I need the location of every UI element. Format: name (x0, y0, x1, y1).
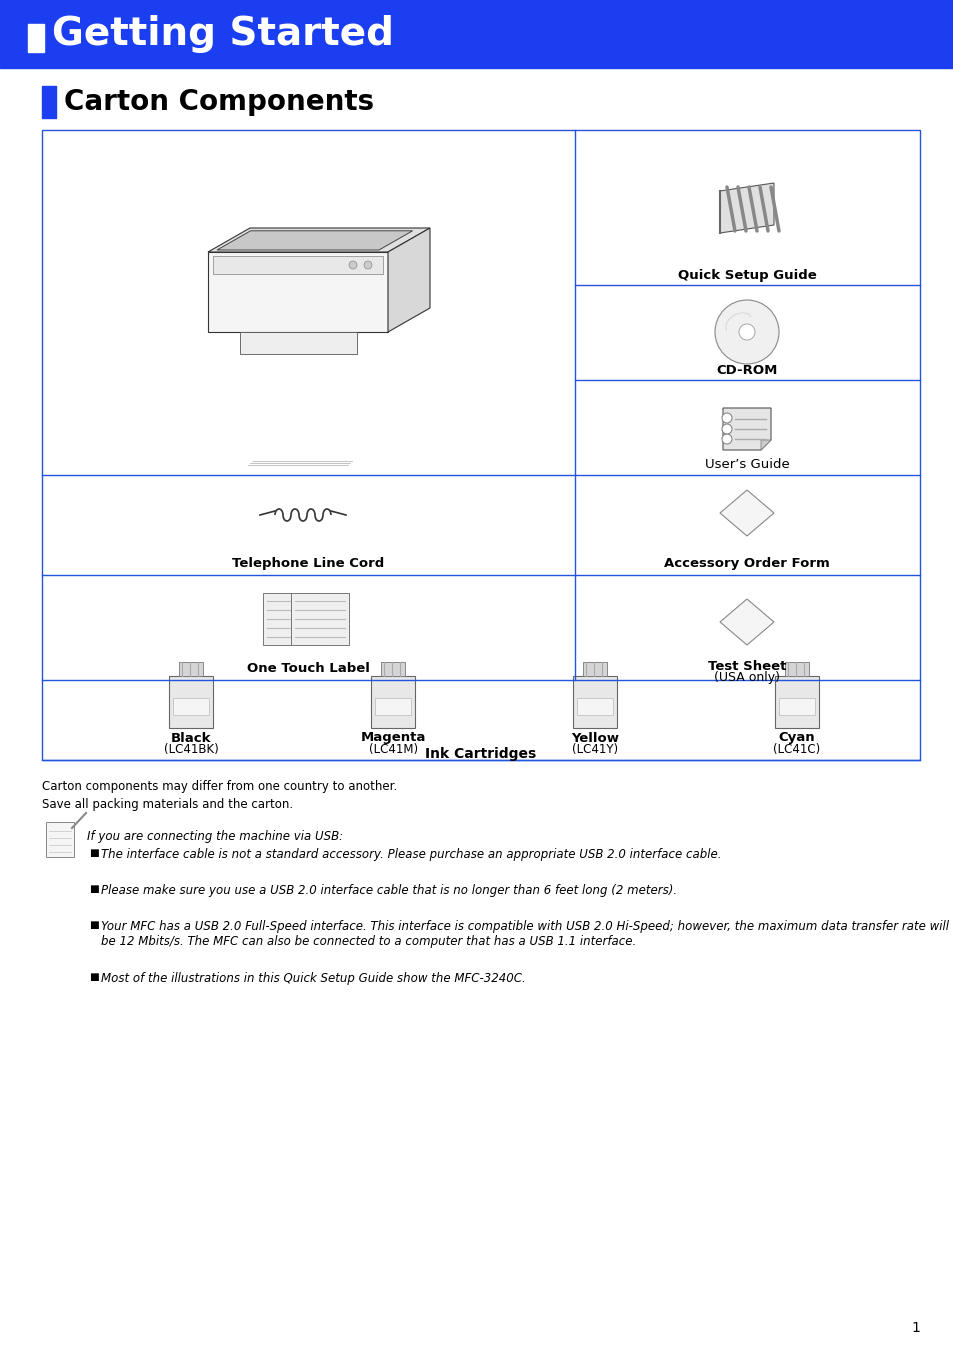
Text: (USA only): (USA only) (713, 671, 780, 685)
Circle shape (714, 300, 779, 363)
Text: Getting Started: Getting Started (52, 15, 394, 53)
Polygon shape (388, 228, 430, 332)
Bar (375, 698, 411, 715)
Text: Quick Setup Guide: Quick Setup Guide (677, 269, 816, 281)
Text: Carton Components: Carton Components (64, 88, 374, 116)
Text: ■: ■ (89, 848, 99, 858)
Polygon shape (722, 408, 770, 450)
Polygon shape (208, 228, 430, 253)
Text: ■: ■ (89, 971, 99, 982)
Text: Your MFC has a USB 2.0 Full-Speed interface. This interface is compatible with U: Your MFC has a USB 2.0 Full-Speed interf… (101, 920, 948, 948)
Text: ■: ■ (89, 920, 99, 929)
Text: Magenta: Magenta (360, 731, 425, 744)
Bar (240, 332, 356, 354)
Bar (371, 676, 415, 728)
Text: (LC41C): (LC41C) (773, 743, 820, 757)
Circle shape (349, 261, 356, 269)
Circle shape (721, 434, 731, 444)
Text: (LC41M): (LC41M) (368, 743, 417, 757)
Bar (577, 698, 613, 715)
Text: Ink Cartridges: Ink Cartridges (425, 747, 536, 761)
Text: One Touch Label: One Touch Label (246, 662, 369, 674)
Polygon shape (720, 598, 773, 644)
Text: Yellow: Yellow (571, 731, 618, 744)
Circle shape (364, 261, 372, 269)
Polygon shape (291, 593, 349, 644)
Bar (784, 662, 808, 676)
Bar (779, 698, 814, 715)
Circle shape (721, 424, 731, 434)
Bar (0, 0, 953, 68)
Bar (213, 255, 382, 274)
Text: Telephone Line Cord: Telephone Line Cord (232, 557, 384, 570)
Text: CD-ROM: CD-ROM (716, 363, 777, 377)
Text: Accessory Order Form: Accessory Order Form (663, 557, 829, 570)
Text: Black: Black (171, 731, 212, 744)
Bar (381, 662, 405, 676)
Text: (LC41Y): (LC41Y) (572, 743, 618, 757)
Bar (42, 130, 919, 761)
Text: ■: ■ (89, 884, 99, 894)
Text: Save all packing materials and the carton.: Save all packing materials and the carto… (42, 798, 293, 811)
Bar (573, 676, 617, 728)
Text: Carton components may differ from one country to another.: Carton components may differ from one co… (42, 780, 396, 793)
Polygon shape (208, 253, 388, 332)
Circle shape (739, 324, 754, 340)
Bar (173, 698, 209, 715)
Polygon shape (720, 490, 773, 536)
Bar (582, 662, 607, 676)
Bar (46, 821, 74, 857)
Text: User’s Guide: User’s Guide (704, 458, 788, 471)
Text: (LC41BK): (LC41BK) (164, 743, 218, 757)
Text: 1: 1 (910, 1321, 919, 1335)
Text: Test Sheet: Test Sheet (707, 659, 785, 673)
Bar (42, 86, 56, 118)
Polygon shape (216, 231, 412, 250)
Polygon shape (263, 593, 320, 644)
Text: Please make sure you use a USB 2.0 interface cable that is no longer than 6 feet: Please make sure you use a USB 2.0 inter… (101, 884, 677, 897)
Bar (169, 676, 213, 728)
Polygon shape (760, 440, 770, 450)
Bar (179, 662, 203, 676)
Text: Cyan: Cyan (778, 731, 815, 744)
Bar (28, 24, 44, 51)
Text: If you are connecting the machine via USB:: If you are connecting the machine via US… (87, 830, 343, 843)
Bar (774, 676, 819, 728)
Text: The interface cable is not a standard accessory. Please purchase an appropriate : The interface cable is not a standard ac… (101, 848, 720, 861)
Circle shape (721, 413, 731, 423)
Text: Most of the illustrations in this Quick Setup Guide show the MFC-3240C.: Most of the illustrations in this Quick … (101, 971, 525, 985)
Polygon shape (720, 182, 773, 232)
